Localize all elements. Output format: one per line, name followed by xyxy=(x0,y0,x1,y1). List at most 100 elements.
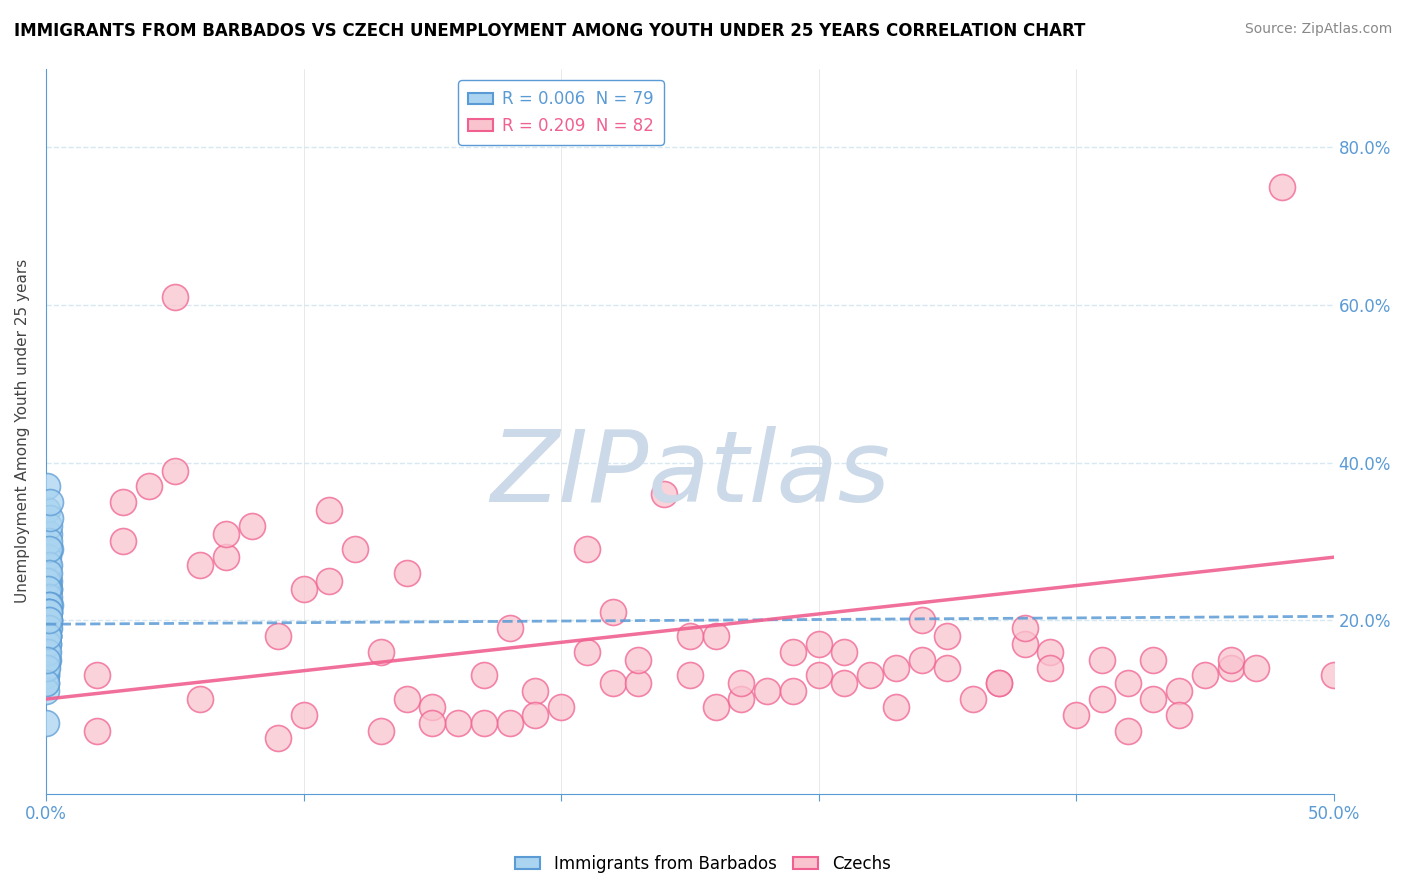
Point xyxy=(163,463,186,477)
Point xyxy=(38,598,60,612)
Point xyxy=(267,731,290,746)
Point xyxy=(472,715,495,730)
Point xyxy=(627,676,650,690)
Point xyxy=(1194,668,1216,682)
Point xyxy=(472,668,495,682)
Point xyxy=(112,495,135,509)
Point xyxy=(86,668,108,682)
Point xyxy=(35,574,58,588)
Legend: R = 0.006  N = 79, R = 0.209  N = 82: R = 0.006 N = 79, R = 0.209 N = 82 xyxy=(458,80,664,145)
Point xyxy=(35,660,58,674)
Point xyxy=(38,558,60,573)
Point xyxy=(37,574,59,588)
Point xyxy=(35,629,58,643)
Point xyxy=(37,621,59,635)
Point xyxy=(37,621,59,635)
Point xyxy=(35,629,58,643)
Point xyxy=(730,676,752,690)
Point xyxy=(602,676,624,690)
Point xyxy=(37,590,59,604)
Point xyxy=(38,566,60,580)
Point xyxy=(37,660,59,674)
Point xyxy=(38,613,60,627)
Point xyxy=(37,653,59,667)
Point xyxy=(524,684,547,698)
Point xyxy=(38,542,60,557)
Point xyxy=(37,629,59,643)
Point xyxy=(35,676,58,690)
Point xyxy=(987,676,1010,690)
Point xyxy=(1271,179,1294,194)
Point xyxy=(138,479,160,493)
Point xyxy=(37,613,59,627)
Point xyxy=(86,723,108,738)
Point xyxy=(370,645,392,659)
Point xyxy=(704,700,727,714)
Point xyxy=(910,613,932,627)
Point xyxy=(395,692,418,706)
Point xyxy=(1142,692,1164,706)
Text: Source: ZipAtlas.com: Source: ZipAtlas.com xyxy=(1244,22,1392,37)
Point xyxy=(292,582,315,596)
Text: IMMIGRANTS FROM BARBADOS VS CZECH UNEMPLOYMENT AMONG YOUTH UNDER 25 YEARS CORREL: IMMIGRANTS FROM BARBADOS VS CZECH UNEMPL… xyxy=(14,22,1085,40)
Point xyxy=(35,653,58,667)
Point xyxy=(370,723,392,738)
Point xyxy=(1219,653,1241,667)
Point xyxy=(782,645,804,659)
Point xyxy=(627,653,650,667)
Point xyxy=(1168,684,1191,698)
Point xyxy=(215,526,238,541)
Point xyxy=(37,613,59,627)
Point xyxy=(38,582,60,596)
Point xyxy=(37,503,59,517)
Point xyxy=(652,487,675,501)
Point xyxy=(35,653,58,667)
Point xyxy=(395,566,418,580)
Point xyxy=(1064,707,1087,722)
Point xyxy=(190,692,212,706)
Point xyxy=(38,534,60,549)
Y-axis label: Unemployment Among Youth under 25 years: Unemployment Among Youth under 25 years xyxy=(15,259,30,603)
Point xyxy=(35,606,58,620)
Point xyxy=(38,574,60,588)
Point xyxy=(1039,645,1062,659)
Point xyxy=(550,700,572,714)
Point xyxy=(730,692,752,706)
Point xyxy=(1246,660,1268,674)
Legend: Immigrants from Barbados, Czechs: Immigrants from Barbados, Czechs xyxy=(509,848,897,880)
Point xyxy=(859,668,882,682)
Point xyxy=(1091,653,1114,667)
Point xyxy=(834,676,856,690)
Point xyxy=(38,606,60,620)
Point xyxy=(35,629,58,643)
Point xyxy=(163,290,186,304)
Point xyxy=(38,542,60,557)
Point xyxy=(37,606,59,620)
Point xyxy=(35,660,58,674)
Point xyxy=(318,574,340,588)
Point xyxy=(936,660,959,674)
Point xyxy=(1014,621,1036,635)
Point xyxy=(834,645,856,659)
Point xyxy=(524,707,547,722)
Point xyxy=(884,700,907,714)
Point xyxy=(37,582,59,596)
Point xyxy=(35,645,58,659)
Point xyxy=(38,518,60,533)
Point xyxy=(936,629,959,643)
Point xyxy=(37,629,59,643)
Point xyxy=(267,629,290,643)
Point xyxy=(38,606,60,620)
Point xyxy=(38,510,60,524)
Point xyxy=(38,621,60,635)
Point xyxy=(37,645,59,659)
Point xyxy=(498,715,520,730)
Point xyxy=(910,653,932,667)
Point xyxy=(35,668,58,682)
Point xyxy=(807,668,830,682)
Point xyxy=(756,684,779,698)
Point xyxy=(1116,676,1139,690)
Point xyxy=(37,629,59,643)
Text: ZIPatlas: ZIPatlas xyxy=(489,426,890,523)
Point xyxy=(37,598,59,612)
